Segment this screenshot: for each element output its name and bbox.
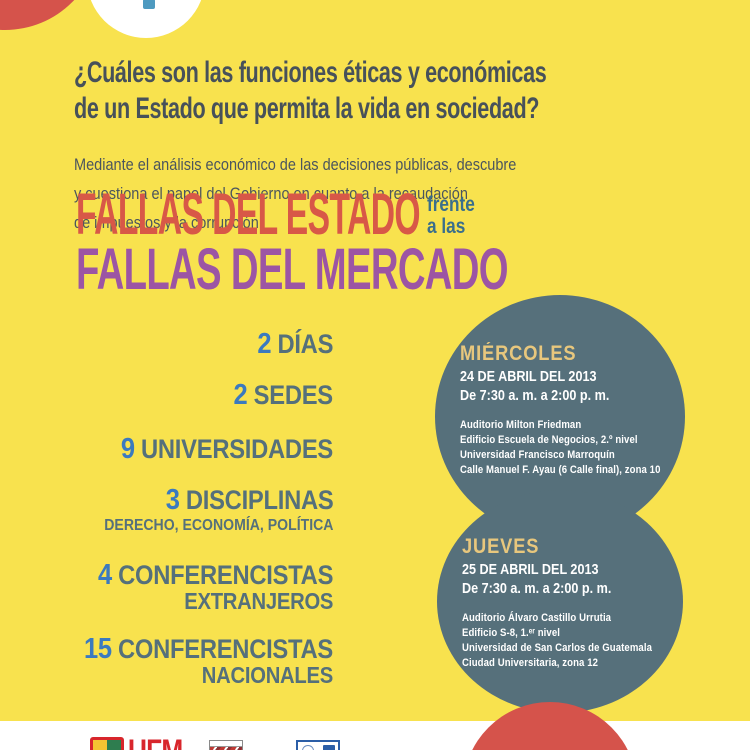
stat-nacionales-label: CONFERENCISTAS — [118, 634, 333, 664]
session-jueves: JUEVES 25 DE ABRIL DEL 2013 De 7:30 a. m… — [462, 536, 652, 671]
stat-nacionales-number: 15 — [83, 633, 112, 665]
decorative-red-circle-top-left — [0, 0, 100, 30]
venue-line: Auditorio Álvaro Castillo Urrutia — [462, 612, 612, 624]
title-connector-line2: a las — [427, 215, 466, 238]
intro-line1: Mediante el análisis económico de las de… — [74, 156, 517, 174]
stat-dias: 2 DÍAS — [257, 328, 333, 360]
stat-nacionales-sub: NACIONALES — [201, 662, 333, 688]
session-miercoles-date: 24 DE ABRIL DEL 2013 — [460, 369, 597, 385]
usac-seal-icon — [302, 745, 314, 750]
title-connector: frente a las — [427, 194, 475, 238]
question-mark-dot-icon — [143, 0, 155, 9]
venue-line: Universidad Francisco Marroquín — [460, 449, 615, 461]
ufm-shield-icon — [90, 737, 124, 750]
title-connector-line1: frente — [427, 193, 475, 216]
session-jueves-time: De 7:30 a. m. a 2:00 p. m. — [462, 581, 612, 597]
stat-sedes: 2 SEDES — [233, 379, 334, 411]
session-miercoles: MIÉRCOLES 24 DE ABRIL DEL 2013 De 7:30 a… — [460, 343, 661, 478]
intro-paragraph: Mediante el análisis económico de las de… — [74, 151, 516, 238]
stat-universidades-number: 9 — [120, 433, 135, 465]
usac-flag-icon — [323, 745, 335, 750]
session-circle-jueves — [437, 490, 683, 713]
venue-line: Edificio Escuela de Negocios, 2.º nivel — [460, 434, 638, 446]
question-heading-line1: ¿Cuáles son las funciones éticas y econó… — [74, 56, 547, 89]
stat-disciplinas: 3 DISCIPLINAS DERECHO, ECONOMÍA, POLÍTICA — [103, 484, 333, 535]
stat-sedes-label: SEDES — [253, 380, 334, 410]
venue-line: Ciudad Universitaria, zona 12 — [462, 657, 599, 669]
stat-extranjeros-number: 4 — [97, 559, 112, 591]
session-jueves-date: 25 DE ABRIL DEL 2013 — [462, 562, 599, 578]
session-miercoles-day: MIÉRCOLES — [460, 342, 577, 365]
stat-sedes-number: 2 — [233, 379, 248, 411]
session-miercoles-venue: Auditorio Milton Friedman Edificio Escue… — [460, 418, 661, 478]
ufm-logo: UFM — [90, 735, 194, 750]
stat-conferencistas-extranjeros: 4 CONFERENCISTAS EXTRANJEROS — [97, 559, 333, 614]
stat-universidades-label: UNIVERSIDADES — [141, 434, 333, 464]
question-heading-line2: de un Estado que permita la vida en soci… — [74, 92, 540, 125]
intro-line3: de impuestos y la corrupción. — [74, 214, 263, 232]
venue-line: Edificio S-8, 1.ᵉʳ nivel — [462, 627, 560, 639]
venue-line: Auditorio Milton Friedman — [460, 419, 582, 431]
stat-disciplinas-label: DISCIPLINAS — [185, 485, 333, 515]
venue-line: Universidad de San Carlos de Guatemala — [462, 642, 652, 654]
session-jueves-day: JUEVES — [462, 535, 540, 558]
session-miercoles-time: De 7:30 a. m. a 2:00 p. m. — [460, 388, 610, 404]
stat-extranjeros-label: CONFERENCISTAS — [118, 560, 333, 590]
session-jueves-venue: Auditorio Álvaro Castillo Urrutia Edific… — [462, 611, 652, 671]
usac-logo — [296, 740, 340, 750]
stat-conferencistas-nacionales: 15 CONFERENCISTAS NACIONALES — [83, 633, 333, 688]
venue-line: Calle Manuel F. Ayau (6 Calle final), zo… — [460, 464, 661, 476]
footer-logo-strip: UFM — [0, 721, 750, 750]
ufm-logo-text: UFM — [128, 735, 183, 750]
stat-dias-number: 2 — [257, 328, 272, 360]
stat-dias-label: DÍAS — [277, 329, 333, 359]
stat-disciplinas-number: 3 — [165, 484, 180, 516]
crest-logo-header — [210, 741, 242, 747]
stat-universidades: 9 UNIVERSIDADES — [120, 433, 333, 465]
decorative-red-circle-bottom — [463, 702, 637, 750]
question-heading: ¿Cuáles son las funciones éticas y econó… — [74, 55, 547, 127]
title-fallas-del-mercado: FALLAS DEL MERCADO — [76, 237, 509, 302]
crest-logo-stripes — [210, 747, 242, 750]
title-fallas-del-estado: FALLAS DEL ESTADO — [76, 182, 421, 247]
intro-line2: y cuestiona el papel del Gobierno en cua… — [74, 185, 468, 203]
stat-extranjeros-sub: EXTRANJEROS — [184, 588, 333, 614]
crest-logo — [209, 740, 243, 750]
stat-disciplinas-sub: DERECHO, ECONOMÍA, POLÍTICA — [103, 517, 333, 534]
